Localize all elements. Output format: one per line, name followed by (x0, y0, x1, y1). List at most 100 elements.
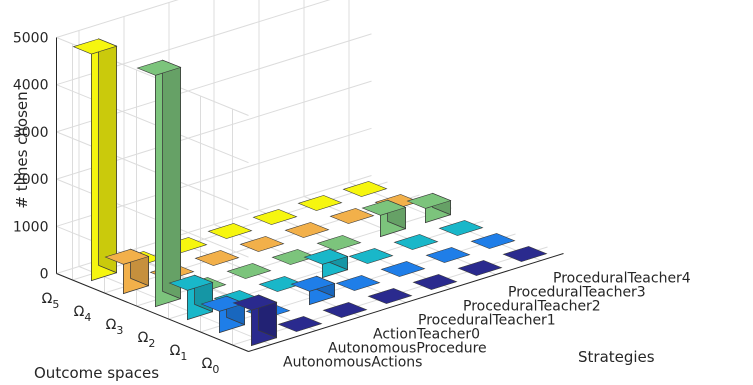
bar-top (412, 274, 458, 290)
bar-top (329, 208, 375, 224)
x-tick-subscript: 1 (180, 350, 187, 363)
bar-top (502, 246, 548, 262)
grid-line (303, 196, 497, 275)
y-tick-label: ProceduralTeacher1 (418, 313, 556, 329)
bar (226, 263, 272, 279)
bar-top (297, 195, 343, 211)
bar-top (303, 248, 349, 265)
bar-top (72, 38, 118, 55)
grid-line (56, 0, 179, 38)
bar (406, 192, 452, 224)
bar (290, 275, 336, 306)
z-tick-label: 0 (40, 267, 49, 283)
x-tick-base: Ω (106, 317, 117, 333)
bar (470, 233, 516, 249)
bar (322, 302, 368, 318)
bars-layer (72, 38, 548, 347)
bar-top (239, 236, 285, 252)
z-tick-label: 1000 (13, 219, 49, 235)
bar-top (168, 274, 214, 291)
bar-top (194, 250, 240, 266)
bar (72, 38, 118, 282)
y-tick-label: AutonomousActions (283, 355, 422, 371)
bar-top (258, 276, 304, 292)
bar-face (98, 38, 117, 274)
z-tick-label: 4000 (13, 78, 49, 94)
z-axis-label: # times chosen (13, 91, 31, 208)
bar (342, 181, 388, 197)
bar-top (252, 209, 298, 225)
x-axis-label: Outcome spaces (34, 364, 159, 382)
bar (361, 199, 407, 238)
bar-top (232, 294, 278, 311)
bar (367, 288, 413, 304)
bar (316, 235, 362, 251)
bar-top (425, 247, 471, 263)
bar-top (226, 263, 272, 279)
x-tick-label: Ω5 (42, 291, 60, 311)
bar-top (104, 248, 150, 265)
x-tick-base: Ω (202, 356, 213, 372)
y-tick-label: ActionTeacher0 (373, 327, 480, 343)
bar (258, 276, 304, 292)
y-tick-label: ProceduralTeacher4 (553, 271, 691, 287)
x-tick-subscript: 0 (212, 363, 219, 376)
x-tick-base: Ω (74, 304, 85, 320)
bar (104, 248, 150, 295)
bar-top (200, 295, 246, 312)
x-tick-label: Ω0 (202, 356, 220, 376)
bar-top (136, 59, 182, 76)
bar (239, 236, 285, 252)
grid-line (56, 84, 249, 164)
bar-top (470, 233, 516, 249)
bar (252, 209, 298, 225)
x-tick-base: Ω (42, 291, 53, 307)
x-tick-subscript: 2 (148, 337, 155, 350)
y-tick-label: ProceduralTeacher2 (463, 299, 601, 315)
bar-face (162, 59, 182, 300)
x-tick-label: Ω2 (138, 330, 156, 350)
z-tick-label: 2000 (13, 172, 49, 188)
bar (380, 261, 426, 277)
grid-line (78, 266, 272, 345)
z-tick-label: 5000 (13, 31, 49, 47)
bar-top (271, 249, 317, 265)
bar (277, 316, 323, 332)
bar-top (277, 316, 323, 332)
bar (335, 275, 381, 291)
bar-top (393, 234, 439, 250)
y-axis-line (248, 253, 564, 352)
y-tick-label: ProceduralTeacher3 (508, 285, 646, 301)
x-tick-subscript: 5 (52, 298, 59, 311)
bar (393, 234, 439, 250)
bar (425, 247, 471, 263)
x-tick-base: Ω (170, 343, 181, 359)
bar (412, 274, 458, 290)
bar (284, 222, 330, 238)
bar-top (342, 181, 388, 197)
y-tick-label: AutonomousProcedure (328, 341, 487, 357)
bar-top (380, 261, 426, 277)
bar-top (335, 275, 381, 291)
x-tick-label: Ω1 (170, 343, 188, 363)
grid-line (56, 225, 249, 305)
bar (271, 249, 317, 265)
grid-line (258, 210, 452, 289)
bar (168, 274, 214, 321)
x-tick-label: Ω4 (74, 304, 92, 324)
y-axis-label: Strategies (578, 348, 655, 366)
x-axis-line (56, 273, 249, 352)
bar-top (316, 235, 362, 251)
bar (136, 59, 182, 308)
bar (348, 248, 394, 264)
bar (232, 294, 278, 347)
labels-layer: # times chosen Outcome spaces Strategies… (13, 31, 691, 383)
x-tick-subscript: 3 (116, 324, 123, 337)
grid-line (168, 238, 362, 317)
bar (194, 250, 240, 266)
grid-line (213, 224, 407, 303)
bar (438, 220, 484, 236)
bar (457, 260, 503, 276)
